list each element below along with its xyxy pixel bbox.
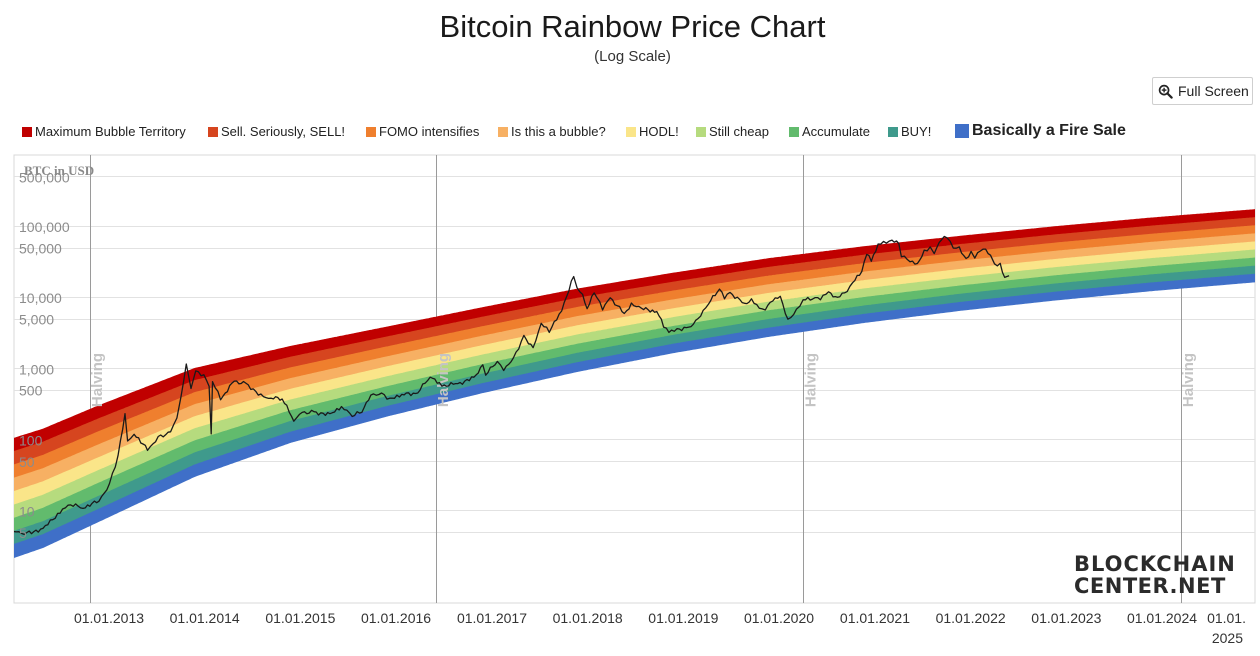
legend-item-3[interactable]: Is this a bubble? [498, 124, 606, 139]
legend-item-0[interactable]: Maximum Bubble Territory [22, 124, 186, 139]
logo-line-2: CENTER.NET [1074, 574, 1226, 598]
y-tick-label: 100,000 [19, 219, 70, 235]
plot-border [13, 154, 1256, 604]
y-tick-label: 5,000 [19, 312, 54, 328]
price-line [14, 235, 1010, 536]
x-tick-label: 01.01.2013 [74, 610, 144, 626]
legend-label: Accumulate [802, 124, 870, 139]
chart-legend: Maximum Bubble Territory Sell. Seriously,… [22, 122, 1252, 146]
legend-item-5[interactable]: Still cheap [696, 124, 769, 139]
blockchaincenter-logo: BLOCKCHAIN CENTER.NET [1074, 553, 1236, 597]
x-tick-label: 01.01.2021 [840, 610, 910, 626]
x-tick-label: 01.01.2017 [457, 610, 527, 626]
legend-label: Maximum Bubble Territory [35, 124, 186, 139]
y-axis-title: BTC in USD [24, 163, 94, 178]
magnifier-plus-icon [1158, 84, 1173, 99]
legend-swatch [888, 126, 898, 137]
x-tick-labels: 01.01.2013 01.01.2014 01.01.2015 01.01.2016… [74, 610, 1246, 646]
price-series [14, 235, 1010, 536]
full-screen-button[interactable]: Full Screen [1152, 77, 1253, 105]
x-tick-label: 01.01.2024 [1127, 610, 1197, 626]
legend-label: Still cheap [709, 124, 769, 139]
legend-swatch [366, 126, 376, 137]
x-tick-label: 01.01. 2025 [1207, 610, 1246, 646]
x-tick-label: 01.01.2016 [361, 610, 431, 626]
x-tick-label: 01.01.2014 [170, 610, 240, 626]
y-tick-label: 1,000 [19, 361, 54, 377]
legend-item-4[interactable]: HODL! [626, 124, 679, 139]
full-screen-label: Full Screen [1178, 83, 1249, 99]
legend-label: Sell. Seriously, SELL! [221, 124, 346, 139]
chart-title: Bitcoin Rainbow Price Chart [439, 9, 826, 44]
x-tick-label: 01.01.2020 [744, 610, 814, 626]
legend-swatch [22, 126, 32, 137]
legend-item-2[interactable]: FOMO intensifies [366, 124, 479, 139]
x-tick-label: 01.01.2023 [1031, 610, 1101, 626]
legend-label: Is this a bubble? [511, 124, 606, 139]
legend-swatch [498, 126, 508, 137]
y-tick-label: 5 [19, 525, 27, 541]
y-tick-label: 50 [19, 454, 35, 470]
legend-swatch [696, 126, 706, 137]
legend-label: BUY! [901, 124, 932, 139]
y-tick-label: 10 [19, 503, 35, 519]
x-tick-label: 01.01.2022 [936, 610, 1006, 626]
band-8 [14, 273, 1255, 558]
legend-swatch [789, 126, 799, 137]
y-tick-label: 50,000 [19, 241, 62, 257]
x-tick-label: 01.01.2018 [553, 610, 623, 626]
legend-item-8[interactable]: Basically a Fire Sale [955, 122, 1126, 140]
y-tick-label: 500 [19, 383, 43, 399]
legend-swatch [626, 126, 636, 137]
legend-swatch [208, 126, 218, 137]
legend-label: Basically a Fire Sale [972, 122, 1126, 139]
logo-line-1: BLOCKCHAIN [1074, 552, 1236, 576]
legend-swatch [955, 124, 969, 138]
legend-item-1[interactable]: Sell. Seriously, SELL! [208, 124, 345, 139]
legend-label: HODL! [639, 124, 679, 139]
y-tick-label: 500,000 [19, 169, 70, 185]
rainbow-bands [14, 209, 1255, 558]
halving-label: Halving [89, 353, 106, 407]
chart-subtitle: (Log Scale) [594, 48, 671, 65]
halving-label: Halving [1180, 353, 1197, 407]
halving-labels: Halving Halving Halving Halving [89, 353, 1197, 407]
y-tick-labels: 5 10 50 100 500 1,000 5,000 10,000 50,000 100,000… [19, 169, 70, 540]
y-tick-label: 10,000 [19, 290, 62, 306]
y-tick-label: 100 [19, 432, 43, 448]
halving-label: Halving [435, 353, 452, 407]
legend-item-7[interactable]: BUY! [888, 124, 931, 139]
x-tick-label: 01.01.2015 [265, 610, 335, 626]
x-tick-label: 01.01.2019 [648, 610, 718, 626]
legend-label: FOMO intensifies [379, 124, 480, 139]
halving-label: Halving [802, 353, 819, 407]
legend-item-6[interactable]: Accumulate [789, 124, 870, 139]
